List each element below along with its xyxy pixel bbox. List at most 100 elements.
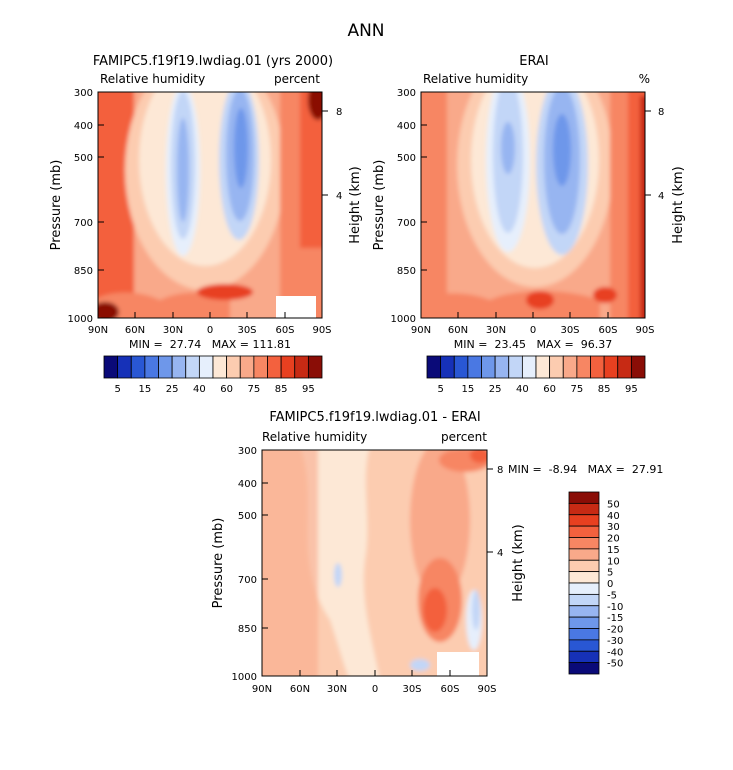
y-tick-label: 500 xyxy=(397,153,416,164)
panel-obs-colorbar: 5 15 25 40 60 75 85 95 xyxy=(426,355,646,395)
colorbar-box xyxy=(198,355,214,379)
x-tick-label: 30N xyxy=(486,325,506,336)
colorbar-box xyxy=(568,502,600,516)
colorbar-box xyxy=(239,355,255,379)
y-tick-label: 700 xyxy=(238,575,257,586)
x-tick-label: 30S xyxy=(402,684,421,695)
colorbar-label: -10 xyxy=(607,602,623,613)
colorbar-box xyxy=(568,491,600,504)
panel-model-ylabel-right: Height (km) xyxy=(348,166,363,243)
colorbar-label: 95 xyxy=(625,384,638,395)
x-tick-label: 0 xyxy=(530,325,536,336)
colorbar-box xyxy=(568,537,600,550)
panel-diff-field xyxy=(262,450,487,676)
y-tick-label: 300 xyxy=(238,446,257,457)
colorbar-box xyxy=(307,355,323,379)
colorbar-label: 85 xyxy=(275,384,288,395)
colorbar-box xyxy=(603,355,619,379)
colorbar-box xyxy=(630,355,646,379)
colorbar-label: 85 xyxy=(598,384,611,395)
height-tick-label: 8 xyxy=(336,107,342,118)
x-tick-label: 60S xyxy=(598,325,617,336)
colorbar-box xyxy=(521,355,537,379)
height-tick-label: 4 xyxy=(658,191,664,202)
x-tick-label: 60N xyxy=(448,325,468,336)
colorbar-label: 20 xyxy=(607,534,620,545)
colorbar-label: 25 xyxy=(166,384,179,395)
colorbar-box xyxy=(158,355,173,379)
colorbar-box xyxy=(617,355,632,379)
x-tick-label: 30S xyxy=(237,325,256,336)
colorbar-label: 5 xyxy=(607,568,613,579)
x-tick-label: 0 xyxy=(207,325,213,336)
colorbar-label: -5 xyxy=(607,590,617,601)
colorbar-label: 15 xyxy=(462,384,475,395)
panel-model-stats: MIN = 27.74 MAX = 111.81 xyxy=(129,338,291,351)
colorbar-box xyxy=(562,355,578,379)
x-tick-label: 90N xyxy=(252,684,272,695)
colorbar-box xyxy=(253,355,268,379)
y-tick-label: 400 xyxy=(238,479,257,490)
panel-model-field xyxy=(98,92,322,318)
panel-diff-x-axis: 90N 60N 30N 0 30S 60S 90S xyxy=(252,670,497,695)
x-tick-label: 60N xyxy=(125,325,145,336)
panel-obs: ERAI Relative humidity % xyxy=(372,54,686,395)
panel-obs-field xyxy=(421,92,645,318)
colorbar-box xyxy=(568,662,600,675)
colorbar-box xyxy=(185,355,200,379)
colorbar-box xyxy=(568,605,600,618)
panel-diff-title: FAMIPC5.f19f19.lwdiag.01 - ERAI xyxy=(269,410,480,425)
y-tick-label: 850 xyxy=(74,266,93,277)
colorbar-box xyxy=(226,355,241,379)
y-tick-label: 500 xyxy=(74,153,93,164)
panel-model-units: percent xyxy=(274,72,320,86)
colorbar-label: 5 xyxy=(437,384,443,395)
colorbar-label: 60 xyxy=(220,384,233,395)
y-tick-label: 400 xyxy=(397,121,416,132)
colorbar-box xyxy=(535,355,551,379)
x-tick-label: 90N xyxy=(88,325,108,336)
colorbar-box xyxy=(103,355,119,379)
colorbar-label: 75 xyxy=(571,384,584,395)
colorbar-box xyxy=(568,593,600,607)
colorbar-box xyxy=(568,514,600,527)
colorbar-box xyxy=(494,355,510,379)
x-tick-label: 90S xyxy=(312,325,331,336)
y-tick-label: 500 xyxy=(238,511,257,522)
panel-model-ylabel: Pressure (mb) xyxy=(49,160,64,251)
colorbar-label: -40 xyxy=(607,647,623,658)
x-tick-label: 30N xyxy=(327,684,347,695)
page-title: ANN xyxy=(347,21,384,41)
colorbar-box xyxy=(212,355,228,379)
colorbar-box xyxy=(294,355,309,379)
colorbar-box xyxy=(568,628,600,641)
colorbar-box xyxy=(144,355,159,379)
x-tick-label: 30S xyxy=(560,325,579,336)
colorbar-label: 5 xyxy=(114,384,120,395)
x-tick-label: 90N xyxy=(411,325,431,336)
panel-diff-ylabel-right: Height (km) xyxy=(511,524,526,601)
colorbar-box xyxy=(568,650,600,664)
x-tick-label: 90S xyxy=(635,325,654,336)
panel-model-y-axis: 300 400 500 700 850 1000 xyxy=(68,88,104,325)
colorbar-box xyxy=(280,355,296,379)
panel-model-height-axis: 8 4 xyxy=(322,107,342,202)
colorbar-label: 15 xyxy=(607,545,620,556)
colorbar-box xyxy=(568,525,600,538)
panel-model-title: FAMIPC5.f19f19.lwdiag.01 (yrs 2000) xyxy=(93,54,333,69)
colorbar-box xyxy=(171,355,187,379)
panel-diff-height-axis: 8 4 xyxy=(487,465,503,559)
panel-diff-y-axis: 300 400 500 700 850 1000 xyxy=(232,446,268,683)
panel-obs-stats: MIN = 23.45 MAX = 96.37 xyxy=(454,338,612,351)
colorbar-box xyxy=(576,355,591,379)
panel-model-colorbar: 5 15 25 40 60 75 85 95 xyxy=(103,355,323,395)
y-tick-label: 700 xyxy=(397,218,416,229)
colorbar-box xyxy=(467,355,482,379)
panel-obs-ylabel-right: Height (km) xyxy=(671,166,686,243)
colorbar-label: 40 xyxy=(607,511,620,522)
colorbar-label: -50 xyxy=(607,659,623,670)
panel-obs-variable: Relative humidity xyxy=(423,72,528,86)
colorbar-box xyxy=(440,355,455,379)
panel-model-variable: Relative humidity xyxy=(100,72,205,86)
